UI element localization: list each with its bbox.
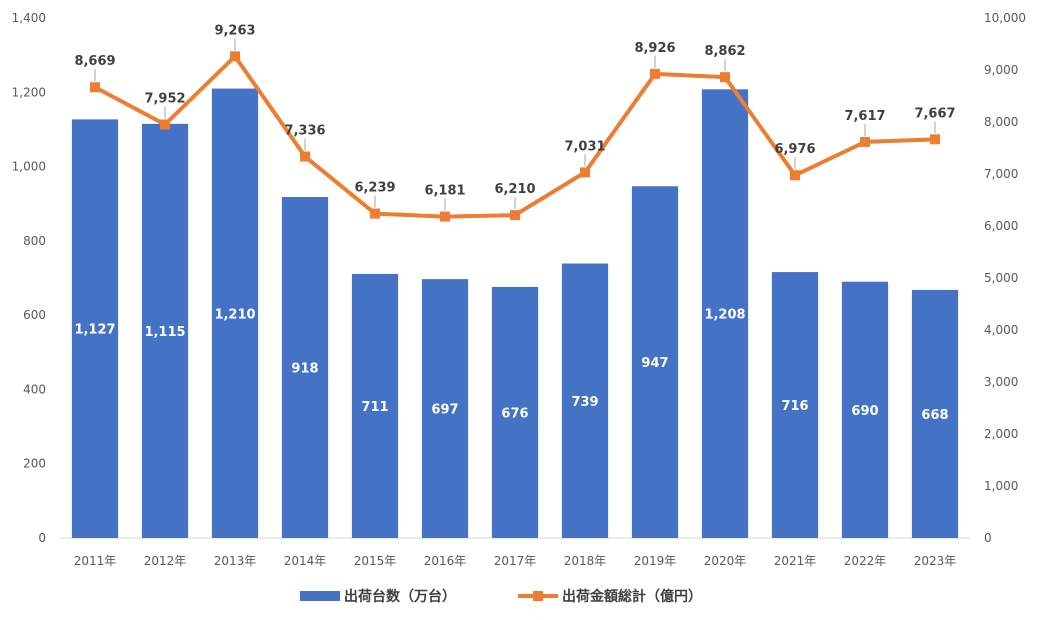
leader-lines <box>94 38 936 211</box>
x-axis-tick-label: 2017年 <box>494 554 537 568</box>
legend-swatch-marker <box>533 591 543 601</box>
right-axis-tick-label: 9,000 <box>984 63 1018 77</box>
line-data-label: 7,952 <box>144 91 185 106</box>
line-marker <box>650 68 660 79</box>
right-axis-tick-label: 5,000 <box>984 271 1018 285</box>
left-axis-tick-label: 800 <box>23 234 46 248</box>
legend-label-bar: 出荷台数（万台） <box>344 588 456 605</box>
line-data-label: 9,263 <box>214 23 255 38</box>
line-data-label: 7,336 <box>284 124 325 139</box>
right-axis-tick-label: 6,000 <box>984 219 1018 233</box>
line-marker <box>580 167 590 178</box>
bar-data-label: 668 <box>921 408 948 423</box>
line-marker <box>160 119 170 130</box>
line-data-label: 6,239 <box>354 181 395 196</box>
bar-data-label: 711 <box>361 400 388 415</box>
bar-series <box>71 88 959 539</box>
line-marker <box>370 208 380 219</box>
bar-data-label: 690 <box>851 404 878 419</box>
bar <box>351 273 399 538</box>
x-axis-tick-label: 2011年 <box>74 554 117 568</box>
x-axis-tick-label: 2014年 <box>284 554 327 568</box>
left-axis-tick-labels: 0 200 400 600 800 1,000 1,200 1,400 <box>12 11 46 545</box>
right-axis-tick-label: 0 <box>984 531 992 545</box>
legend-swatch-bar <box>300 591 340 601</box>
left-axis-tick-label: 600 <box>23 308 46 322</box>
bar <box>631 186 679 538</box>
right-axis-tick-label: 2,000 <box>984 427 1018 441</box>
line-marker <box>230 51 240 62</box>
x-axis-tick-label: 2022年 <box>844 554 887 568</box>
bar <box>421 279 469 538</box>
bar <box>771 272 819 538</box>
line-marker <box>440 211 450 222</box>
line-data-label: 6,976 <box>774 142 815 157</box>
bar <box>841 281 889 538</box>
bar-data-label: 676 <box>501 406 528 421</box>
right-axis-tick-label: 7,000 <box>984 167 1018 181</box>
bar <box>701 89 749 539</box>
legend: 出荷台数（万台） 出荷金額総計（億円） <box>300 588 702 605</box>
line-series-markers <box>90 51 940 222</box>
line-data-label: 7,031 <box>564 139 605 154</box>
bar <box>561 263 609 538</box>
line-marker <box>90 82 100 93</box>
line-marker <box>300 151 310 162</box>
bar-data-label: 739 <box>571 395 598 410</box>
bar-data-label: 918 <box>291 362 318 377</box>
x-axis-tick-label: 2016年 <box>424 554 467 568</box>
bar-data-label: 716 <box>781 399 808 414</box>
line-data-label: 8,669 <box>74 54 115 69</box>
left-axis-tick-label: 1,000 <box>12 160 46 174</box>
x-axis-tick-label: 2015年 <box>354 554 397 568</box>
right-axis-tick-label: 8,000 <box>984 115 1018 129</box>
left-axis-tick-label: 1,400 <box>12 11 46 25</box>
line-data-label: 6,181 <box>424 184 465 199</box>
bar-data-label: 1,127 <box>74 323 115 338</box>
bar <box>141 123 189 538</box>
line-marker <box>510 210 520 221</box>
left-axis-tick-label: 1,200 <box>12 85 46 99</box>
line-data-labels: 8,669 7,952 9,263 7,336 6,239 6,181 6,210 7,031… <box>74 23 955 198</box>
left-axis-tick-label: 0 <box>38 531 46 545</box>
bar <box>491 286 539 538</box>
right-axis-tick-label: 3,000 <box>984 375 1018 389</box>
x-axis-tick-label: 2019年 <box>634 554 677 568</box>
right-axis-tick-label: 1,000 <box>984 479 1018 493</box>
x-axis-tick-labels: 2011年 2012年 2013年 2014年 2015年 2016年 2017年 2018年… <box>74 554 957 568</box>
x-axis-tick-label: 2012年 <box>144 554 187 568</box>
right-axis-tick-label: 10,000 <box>984 11 1026 25</box>
right-axis-tick-labels: 0 1,000 2,000 3,000 4,000 5,000 6,000 7,000 8,00… <box>984 11 1026 545</box>
legend-label-line: 出荷金額総計（億円） <box>562 588 702 605</box>
line-marker <box>720 72 730 83</box>
line-marker <box>790 170 800 181</box>
bar-data-labels: 1,127 1,115 1,210 918 711 697 676 739 947 1,208 71… <box>74 307 948 423</box>
line-data-label: 8,862 <box>704 44 745 59</box>
line-data-label: 6,210 <box>494 182 535 197</box>
bar <box>211 88 259 539</box>
left-axis-tick-label: 400 <box>23 382 46 396</box>
bar <box>71 119 119 539</box>
bar <box>281 197 329 538</box>
x-axis-tick-label: 2023年 <box>914 554 957 568</box>
bar-data-label: 1,210 <box>214 307 255 322</box>
x-axis-tick-label: 2021年 <box>774 554 817 568</box>
bar-data-label: 1,208 <box>704 308 745 323</box>
x-axis-tick-label: 2020年 <box>704 554 747 568</box>
line-data-label: 8,926 <box>634 41 675 56</box>
line-data-label: 7,617 <box>844 109 885 124</box>
bar-data-label: 947 <box>641 356 668 371</box>
right-axis-tick-label: 4,000 <box>984 323 1018 337</box>
bar <box>911 289 959 538</box>
bar-data-label: 697 <box>431 403 458 418</box>
bar-data-label: 1,115 <box>144 325 185 340</box>
line-data-label: 7,667 <box>914 106 955 121</box>
line-marker <box>930 134 940 145</box>
x-axis-tick-label: 2013年 <box>214 554 257 568</box>
x-axis-tick-label: 2018年 <box>564 554 607 568</box>
line-marker <box>860 136 870 147</box>
left-axis-tick-label: 200 <box>23 457 46 471</box>
